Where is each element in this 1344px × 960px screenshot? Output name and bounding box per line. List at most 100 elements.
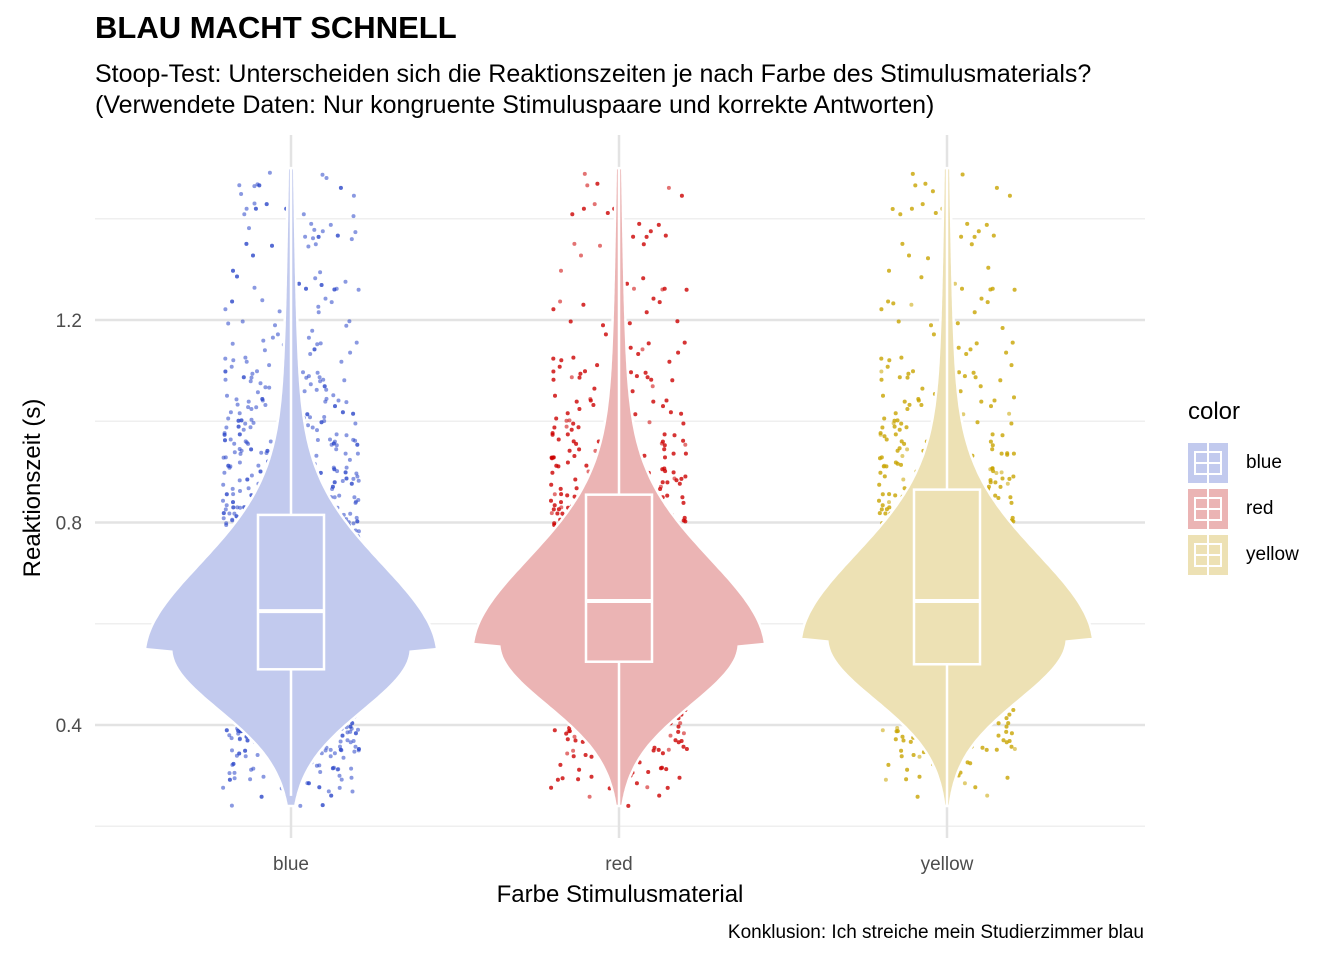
jitter-point-blue — [333, 404, 337, 409]
jitter-point-blue — [237, 478, 242, 483]
jitter-point-red — [555, 511, 560, 516]
jitter-point-blue — [332, 287, 337, 292]
jitter-point-blue — [306, 423, 310, 428]
jitter-point-blue — [353, 744, 358, 749]
jitter-point-red — [595, 363, 600, 368]
jitter-point-red — [645, 375, 650, 380]
jitter-point-blue — [252, 285, 257, 290]
jitter-point-red — [682, 340, 687, 345]
jitter-point-red — [549, 511, 554, 516]
jitter-point-red — [629, 370, 633, 375]
jitter-point-blue — [319, 283, 324, 287]
jitter-point-blue — [297, 281, 301, 286]
jitter-point-blue — [321, 377, 326, 382]
jitter-point-red — [634, 374, 639, 379]
jitter-point-blue — [354, 340, 359, 345]
jitter-point-red — [662, 432, 667, 437]
jitter-point-blue — [260, 397, 265, 401]
jitter-point-blue — [223, 438, 227, 443]
jitter-point-blue — [328, 754, 333, 759]
jitter-point-red — [673, 738, 678, 743]
jitter-point-red — [583, 753, 588, 757]
jitter-point-red — [567, 448, 572, 453]
jitter-point-blue — [348, 511, 353, 516]
jitter-point-blue — [349, 775, 354, 780]
jitter-point-blue — [315, 342, 320, 347]
jitter-point-red — [631, 234, 636, 239]
jitter-point-red — [658, 487, 663, 491]
jitter-point-blue — [226, 416, 231, 421]
jitter-point-blue — [231, 492, 236, 497]
jitter-point-red — [603, 332, 608, 337]
jitter-point-blue — [304, 286, 308, 291]
jitter-point-blue — [221, 482, 226, 487]
jitter-point-blue — [340, 733, 345, 738]
jitter-point-red — [553, 393, 557, 398]
jitter-point-red — [668, 733, 673, 738]
jitter-point-blue — [258, 469, 263, 474]
jitter-point-blue — [336, 767, 341, 772]
jitter-point-blue — [318, 470, 323, 475]
jitter-point-blue — [254, 405, 259, 410]
jitter-point-blue — [227, 511, 232, 516]
jitter-point-blue — [334, 432, 339, 437]
jitter-point-blue — [244, 241, 249, 246]
jitter-point-blue — [351, 476, 356, 481]
jitter-point-blue — [239, 192, 244, 196]
jitter-point-blue — [251, 420, 256, 425]
jitter-point-blue — [350, 721, 355, 726]
jitter-point-blue — [306, 244, 311, 249]
jitter-point-red — [582, 171, 587, 176]
jitter-point-blue — [336, 398, 341, 403]
jitter-point-blue — [239, 448, 244, 453]
jitter-point-blue — [223, 507, 228, 512]
jitter-point-red — [569, 375, 574, 380]
jitter-point-blue — [323, 399, 328, 404]
jitter-point-blue — [238, 489, 242, 493]
jitter-point-red — [577, 407, 582, 411]
jitter-point-blue — [312, 347, 317, 352]
jitter-point-blue — [227, 777, 232, 782]
jitter-point-red — [648, 229, 653, 234]
jitter-point-blue — [354, 515, 359, 520]
jitter-point-red — [652, 745, 657, 750]
jitter-point-red — [559, 492, 564, 497]
jitter-point-red — [672, 433, 677, 438]
jitter-point-red — [681, 438, 686, 443]
jitter-point-red — [581, 206, 586, 211]
jitter-point-red — [556, 437, 561, 442]
jitter-point-blue — [263, 403, 268, 407]
jitter-point-red — [676, 740, 681, 745]
jitter-point-red — [649, 377, 654, 382]
jitter-point-red — [663, 455, 667, 460]
jitter-point-blue — [248, 777, 253, 782]
jitter-point-blue — [351, 521, 356, 526]
jitter-point-blue — [263, 385, 268, 390]
jitter-point-red — [565, 411, 570, 416]
jitter-point-red — [630, 389, 635, 394]
jitter-point-blue — [221, 785, 226, 790]
jitter-point-blue — [230, 341, 235, 346]
jitter-point-blue — [308, 352, 313, 356]
jitter-point-red — [588, 398, 593, 403]
jitter-point-red — [681, 731, 686, 736]
jitter-point-blue — [310, 328, 315, 333]
jitter-point-blue — [352, 495, 357, 500]
jitter-point-red — [572, 241, 577, 246]
jitter-point-blue — [243, 355, 248, 360]
jitter-point-red — [643, 370, 648, 375]
jitter-point-red — [662, 447, 667, 452]
jitter-point-blue — [311, 236, 315, 241]
jitter-point-blue — [257, 183, 262, 188]
jitter-point-red — [641, 276, 646, 281]
jitter-point-red — [552, 425, 557, 430]
jitter-point-blue — [221, 455, 226, 460]
jitter-point-blue — [351, 193, 356, 198]
jitter-point-red — [585, 183, 590, 188]
jitter-point-red — [560, 511, 565, 516]
jitter-point-blue — [331, 441, 336, 446]
jitter-point-blue — [265, 448, 270, 453]
jitter-point-blue — [329, 300, 334, 305]
jitter-point-blue — [332, 467, 337, 472]
jitter-point-red — [564, 731, 569, 736]
